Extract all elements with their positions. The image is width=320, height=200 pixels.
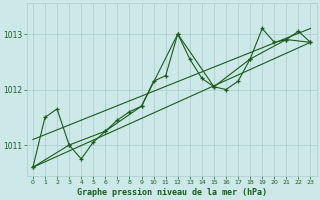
X-axis label: Graphe pression niveau de la mer (hPa): Graphe pression niveau de la mer (hPa) — [77, 188, 267, 197]
